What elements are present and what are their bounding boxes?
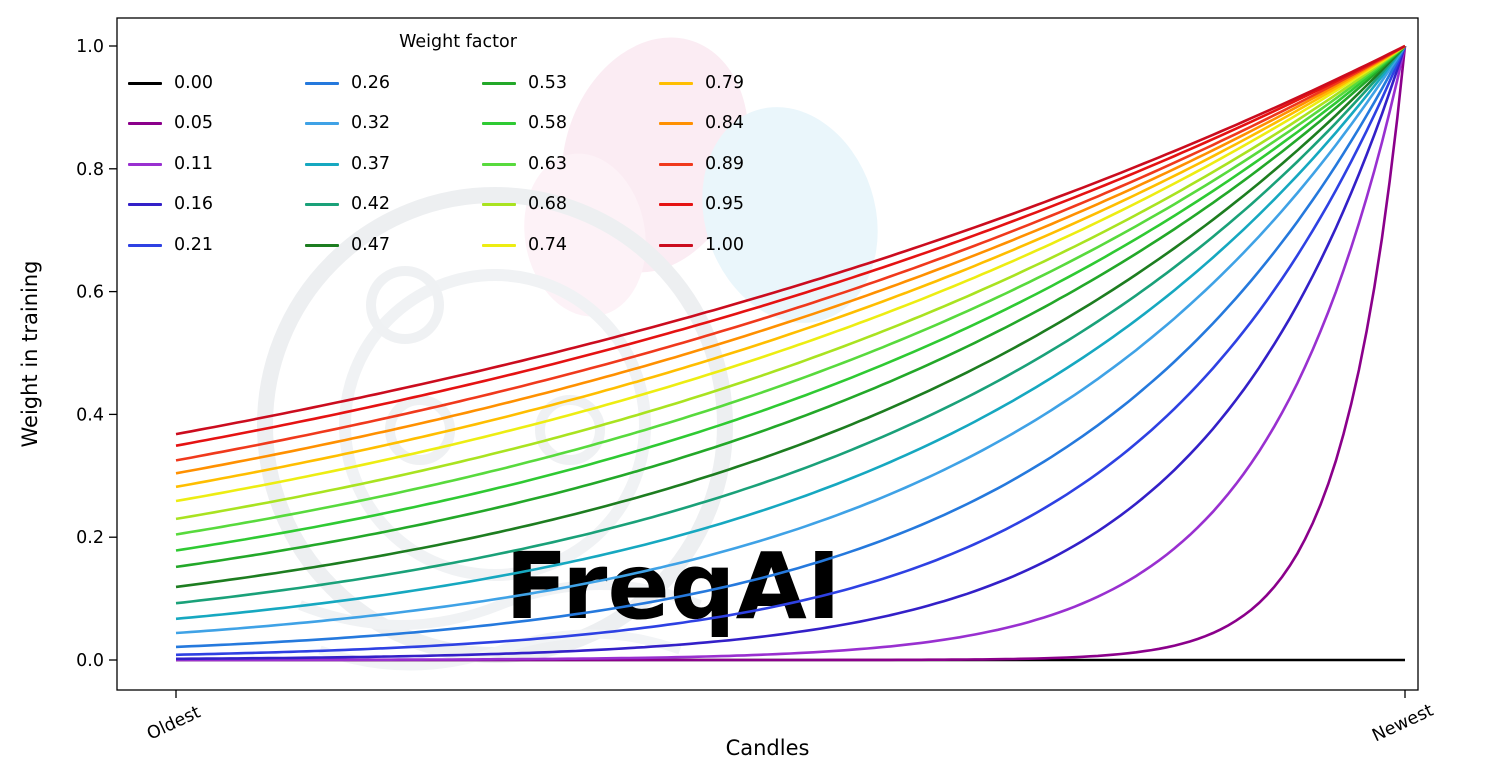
legend-line-swatch (659, 162, 693, 166)
legend-entry-label: 0.63 (528, 153, 567, 174)
legend-entry: 0.32 (305, 113, 482, 133)
series-line-0.95 (175, 44, 1406, 447)
legend-entry-label: 0.05 (174, 113, 213, 133)
legend-entry-label: 0.53 (528, 72, 567, 93)
series-line-0.58 (175, 45, 1406, 552)
y-axis-label: Weight in training (18, 260, 42, 448)
legend-entry: 0.79 (659, 72, 836, 93)
legend-entry: 0.68 (482, 194, 659, 214)
series-line-0.32 (175, 45, 1407, 635)
legend-line-swatch (482, 122, 516, 126)
legend-entry-label: 0.16 (174, 194, 213, 214)
series-line-0.74 (175, 44, 1406, 503)
legend-entry-label: 0.47 (351, 234, 390, 255)
legend-entry-label: 0.58 (528, 113, 567, 133)
legend-line-swatch (128, 81, 162, 85)
legend-entry-label: 0.79 (705, 72, 744, 93)
series-line-0.26 (175, 45, 1407, 649)
legend-entry-label: 0.00 (174, 72, 213, 93)
y-tick-label: 0.6 (76, 283, 104, 303)
series-line-0.89 (175, 44, 1406, 462)
legend-entry: 0.37 (305, 153, 482, 174)
legend-entry-label: 0.21 (174, 234, 213, 255)
series-line-0.16 (176, 45, 1407, 661)
series-line-0.79 (175, 44, 1406, 489)
series-line-0.42 (175, 45, 1406, 605)
legend-line-swatch (128, 243, 162, 247)
legend-entry-label: 1.00 (705, 234, 744, 255)
legend-entry-label: 0.68 (528, 194, 567, 214)
legend-title: Weight factor (399, 32, 517, 52)
legend-entry: 0.47 (305, 234, 482, 255)
series-line-0.53 (175, 45, 1406, 569)
legend-entry-label: 0.89 (705, 153, 744, 174)
legend-entries: 0.00 0.05 0.11 0.16 0.21 0.26 0.32 0.37 0.42 0.47… (128, 63, 836, 266)
series-line-0.84 (175, 44, 1406, 475)
legend-line-swatch (482, 203, 516, 207)
legend-entry-label: 0.11 (174, 153, 213, 174)
plot-frame (116, 17, 1419, 691)
watermark-text: FreqAI (505, 533, 841, 640)
x-axis-label: Candles (725, 736, 810, 760)
series-line-0.11 (176, 45, 1407, 662)
y-tick-label: 0.0 (76, 651, 104, 671)
legend-entry-label: 0.74 (528, 234, 567, 255)
legend-line-swatch (482, 162, 516, 166)
legend-line-swatch (305, 162, 339, 166)
legend-entry: 0.95 (659, 194, 836, 214)
legend-entry: 0.21 (128, 234, 305, 255)
y-tick-label: 0.8 (76, 160, 104, 180)
legend-line-swatch (305, 243, 339, 247)
series-line-0.63 (175, 44, 1406, 536)
y-tick-label: 0.4 (76, 405, 104, 425)
legend-entry: 0.74 (482, 234, 659, 255)
legend-entry-label: 0.95 (705, 194, 744, 214)
legend-entry: 0.42 (305, 194, 482, 214)
legend-entry: 0.89 (659, 153, 836, 174)
legend-entry: 0.05 (128, 113, 305, 133)
legend-line-swatch (305, 122, 339, 126)
legend-entry-label: 0.26 (351, 72, 390, 93)
legend-line-swatch (128, 203, 162, 207)
series-line-0.21 (175, 45, 1407, 657)
legend-entry: 1.00 (659, 234, 836, 255)
legend-entry: 0.58 (482, 113, 659, 133)
legend-line-swatch (659, 81, 693, 85)
y-tick-label: 1.0 (76, 37, 104, 57)
legend-entry-label: 0.32 (351, 113, 390, 133)
legend-entry: 0.84 (659, 113, 836, 133)
legend-entry: 0.16 (128, 194, 305, 214)
legend-line-swatch (482, 81, 516, 85)
legend-entry: 0.26 (305, 72, 482, 93)
y-tick-label: 0.2 (76, 528, 104, 548)
legend-entry: 0.11 (128, 153, 305, 174)
legend-line-swatch (659, 243, 693, 247)
legend-entry: 0.63 (482, 153, 659, 174)
legend-entry: 0.53 (482, 72, 659, 93)
legend: Weight factor 0.00 0.05 0.11 0.16 0.21 0.26 0.… (128, 32, 836, 266)
series-line-0.37 (175, 45, 1407, 621)
legend-line-swatch (659, 122, 693, 126)
legend-entry-label: 0.42 (351, 194, 390, 214)
freqai-logo-watermark: FreqAI (257, 37, 878, 671)
legend-line-swatch (128, 162, 162, 166)
series-line-0.68 (175, 44, 1406, 521)
legend-entry-label: 0.37 (351, 153, 390, 174)
series-line-1.00 (175, 44, 1406, 436)
legend-line-swatch (305, 81, 339, 85)
series-line-0.47 (175, 45, 1406, 589)
legend-entry-label: 0.84 (705, 113, 744, 133)
legend-line-swatch (659, 203, 693, 207)
legend-entry: 0.00 (128, 72, 305, 93)
legend-line-swatch (482, 243, 516, 247)
legend-line-swatch (128, 122, 162, 126)
legend-line-swatch (305, 203, 339, 207)
